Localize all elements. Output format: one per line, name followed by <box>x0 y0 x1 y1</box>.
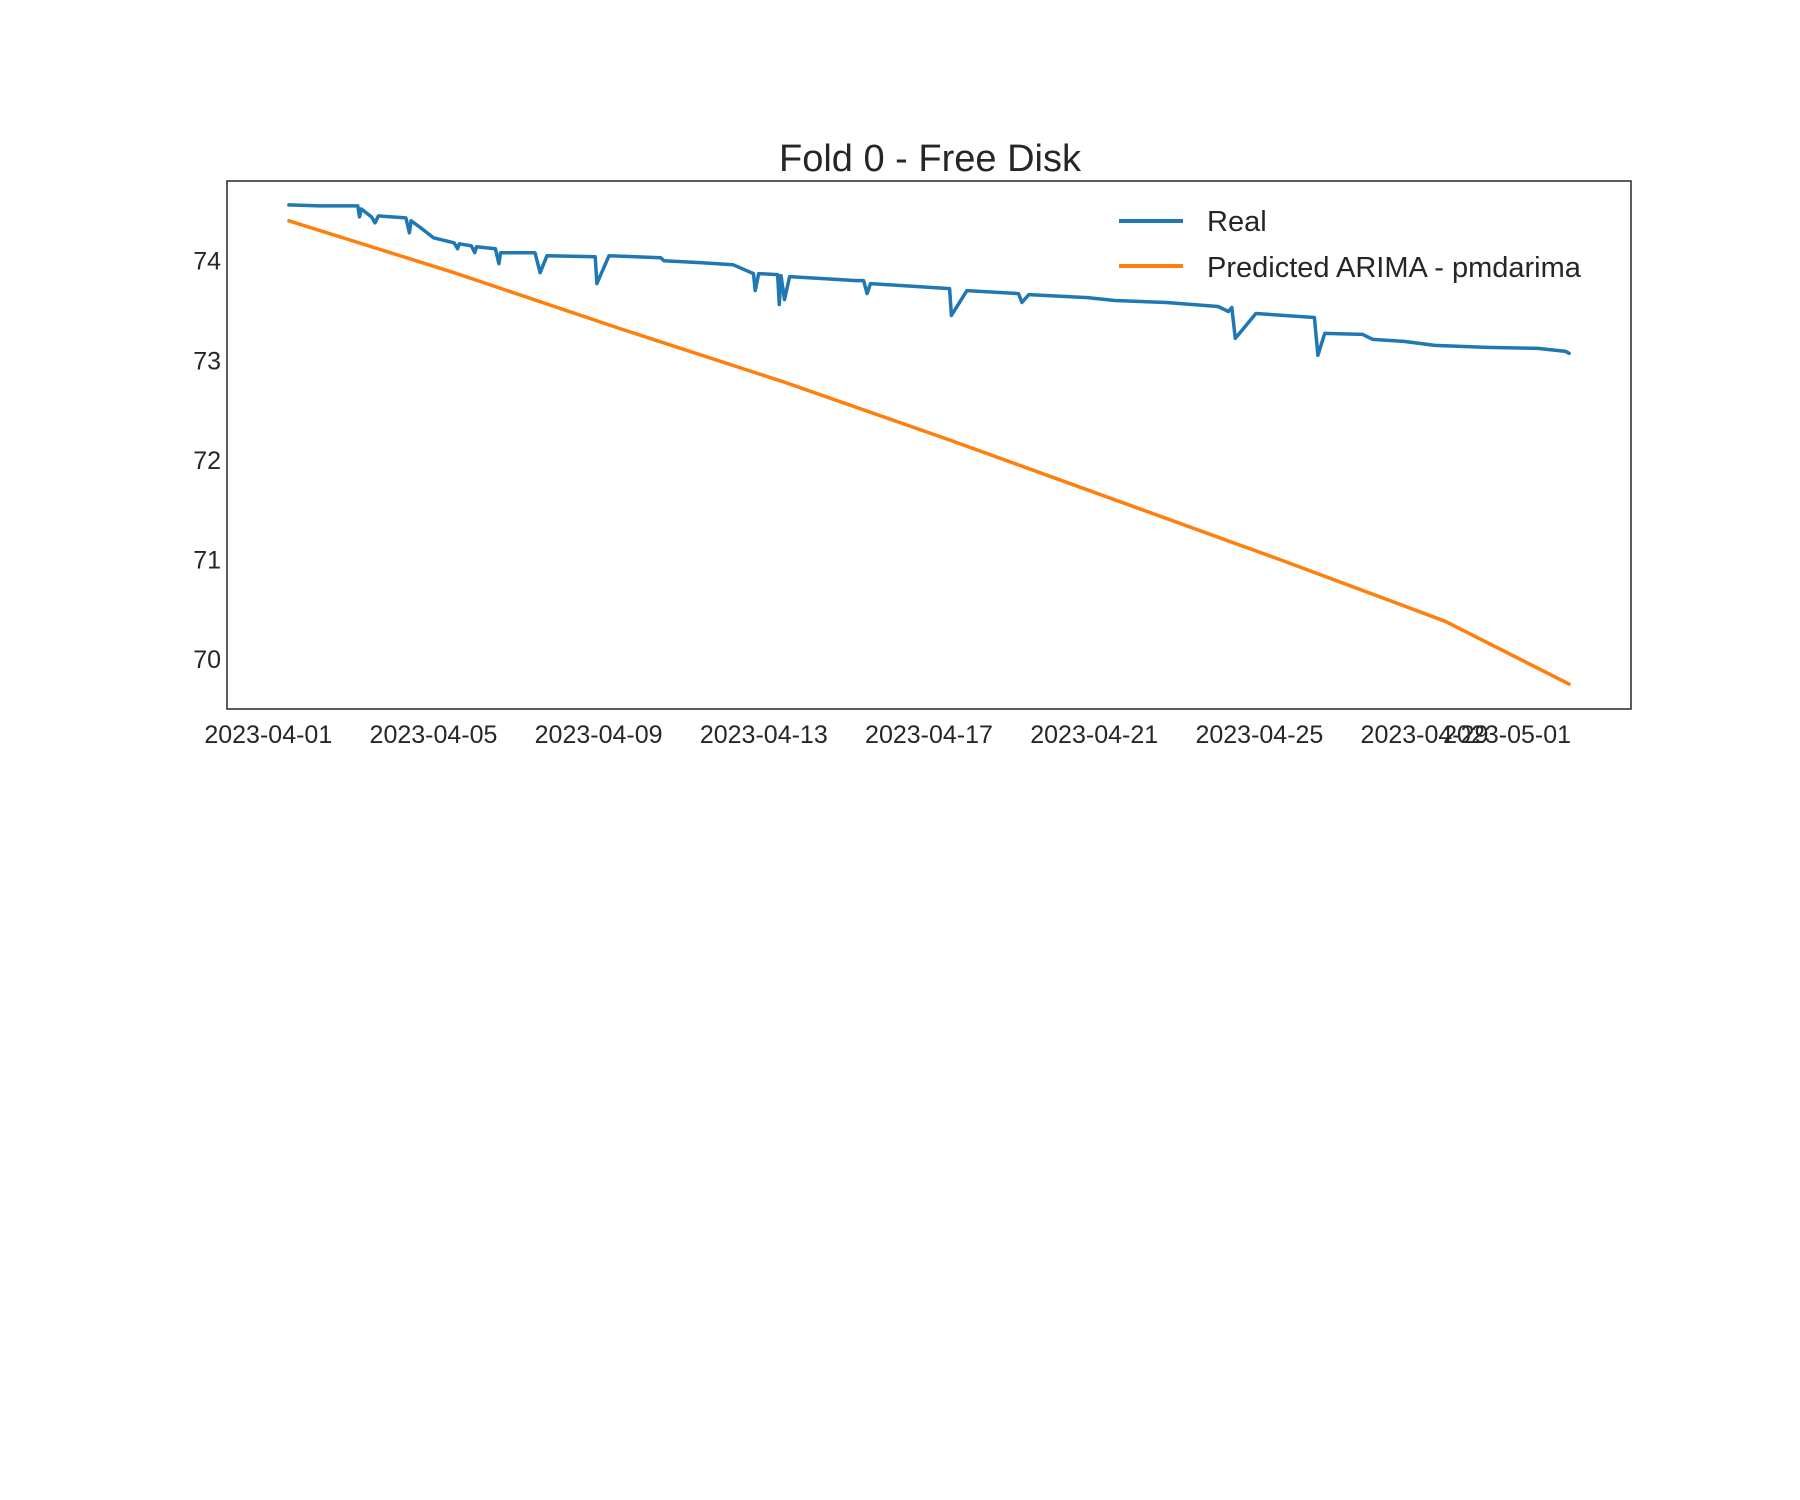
legend-label-predicted: Predicted ARIMA - pmdarima <box>1207 252 1582 284</box>
x-tick-label: 2023-05-01 <box>1443 721 1571 749</box>
x-tick-label: 2023-04-13 <box>700 721 828 749</box>
x-tick-label: 2023-04-25 <box>1195 721 1323 749</box>
y-tick-label: 72 <box>193 447 221 475</box>
x-tick-label: 2023-04-21 <box>1030 721 1158 749</box>
x-axis-ticks: 2023-04-01 2023-04-05 2023-04-09 2023-04-13… <box>204 721 1571 749</box>
x-tick-label: 2023-04-09 <box>535 721 663 749</box>
legend: Real Predicted ARIMA - pmdarima <box>1119 206 1582 284</box>
series-line-1 <box>287 219 1571 686</box>
y-tick-label: 71 <box>193 547 221 575</box>
x-tick-label: 2023-04-17 <box>865 721 993 749</box>
legend-label-real: Real <box>1207 206 1267 238</box>
chart-title: Fold 0 - Free Disk <box>779 138 1082 180</box>
y-tick-label: 73 <box>193 347 221 375</box>
plot-area <box>226 180 1632 710</box>
x-tick-label: 2023-04-05 <box>370 721 498 749</box>
series-layer <box>287 203 1571 686</box>
series-line-0 <box>287 203 1571 358</box>
x-tick-label: 2023-04-29 <box>1361 721 1489 749</box>
y-axis-ticks: 70 71 72 73 74 <box>193 248 221 675</box>
x-tick-label: 2023-04-01 <box>204 721 332 749</box>
y-tick-label: 70 <box>193 646 221 674</box>
y-tick-label: 74 <box>193 248 221 276</box>
